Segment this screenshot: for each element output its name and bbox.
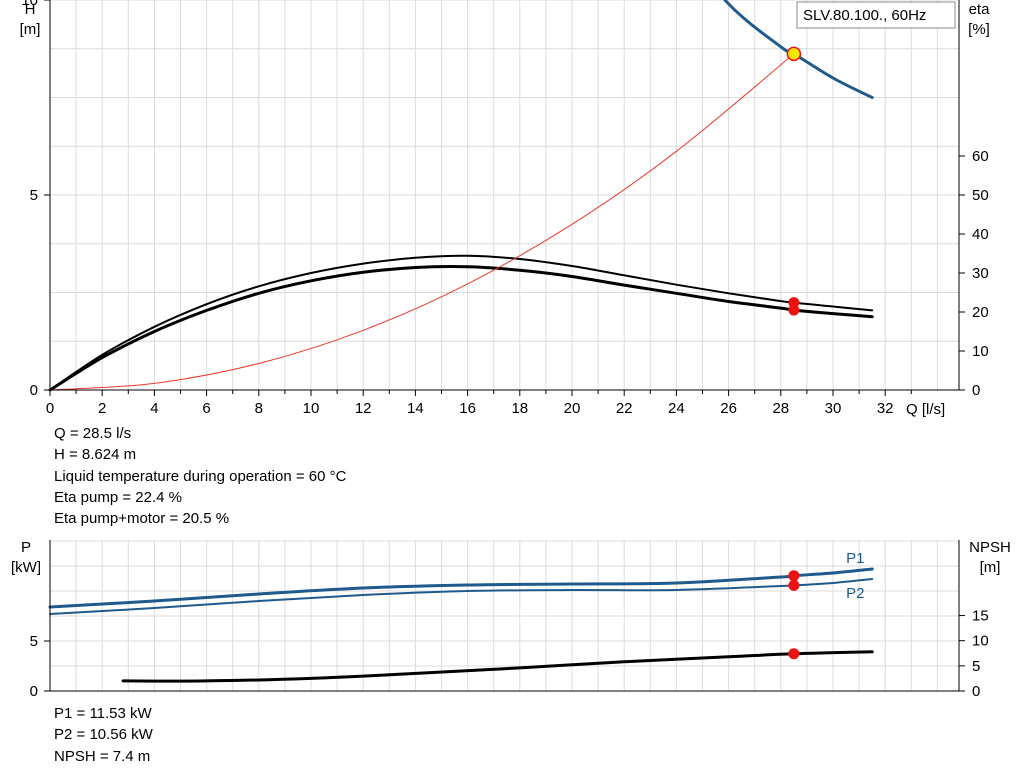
series-label-p1: P1: [846, 550, 864, 567]
x-tick-label: 32: [877, 400, 894, 417]
y-left-tick-label: 0: [30, 382, 38, 399]
top-chart-axes: 0246810121416182022242628303205101520253…: [21, 0, 989, 417]
info-eta-pump: Eta pump = 22.4 %: [54, 488, 182, 506]
duty-point-marker: [786, 46, 802, 62]
eta-pump-motor-marker: [788, 304, 800, 316]
top-chart-grid: [49, 0, 959, 391]
head-curve: [722, 0, 874, 99]
x-tick-label: 16: [459, 400, 476, 417]
y-left-label-name: H: [25, 1, 36, 18]
npsh-curve: [121, 650, 874, 683]
operating-point-info: Q = 28.5 l/s H = 8.624 m Liquid temperat…: [54, 423, 346, 529]
y-right-tick-label: 0: [972, 382, 980, 399]
x-tick-label: 30: [825, 400, 842, 417]
npsh-axis-label-unit: [m]: [980, 559, 1001, 576]
power-tick-label: 0: [30, 683, 38, 700]
p2-marker: [788, 579, 800, 591]
npsh-tick-label: 10: [972, 633, 989, 650]
npsh-tick-label: 0: [972, 683, 980, 700]
bottom-chart-axes: 0 5 0 5 10 15: [30, 540, 989, 700]
y-right-tick-label: 20: [972, 304, 989, 321]
x-tick-label: 26: [720, 400, 737, 417]
x-tick-label: 28: [772, 400, 789, 417]
x-tick-label: 12: [355, 400, 372, 417]
bottom-chart-markers: [788, 570, 800, 660]
y-right-tick-label: 30: [972, 265, 989, 282]
y-right-tick-label: 40: [972, 226, 989, 243]
npsh-marker: [788, 648, 800, 660]
power-tick-label: 5: [30, 633, 38, 650]
npsh-tick-label: 5: [972, 658, 980, 675]
y-left-label-unit: [m]: [20, 21, 41, 38]
system-curve: [49, 53, 795, 391]
x-tick-label: 0: [46, 400, 54, 417]
power-axis-label-name: P: [21, 539, 31, 556]
bottom-chart-grid: [49, 540, 959, 692]
x-tick-label: 22: [616, 400, 633, 417]
top-chart-series: [48, 0, 874, 392]
info-npsh: NPSH = 7.4 m: [54, 747, 151, 765]
info-p1: P1 = 11.53 kW: [54, 705, 152, 722]
x-tick-label: 2: [98, 400, 106, 417]
y-left-tick-label: 5: [30, 187, 38, 204]
chart-title-box: [796, 1, 956, 29]
eta-pump-curve: [49, 254, 874, 391]
y-right-tick-label: 10: [972, 343, 989, 360]
x-tick-label: 4: [150, 400, 158, 417]
info-p2: P2 = 10.56 kW: [54, 726, 153, 744]
power-axis-label-unit: [kW]: [11, 559, 41, 576]
info-head: H = 8.624 m: [54, 446, 137, 464]
series-label-p2: P2: [846, 585, 864, 602]
x-tick-label: 14: [407, 400, 424, 417]
x-tick-label: 20: [564, 400, 581, 417]
top-chart-markers: [786, 46, 802, 316]
npsh-tick-label: 15: [972, 608, 989, 625]
x-tick-label: 6: [202, 400, 210, 417]
x-tick-label: 24: [668, 400, 685, 417]
x-tick-label: 10: [303, 400, 320, 417]
y-right-tick-label: 60: [972, 148, 989, 165]
y-right-label-name: eta: [969, 1, 991, 18]
info-liquid-temperature: Liquid temperature during operation = 60…: [54, 467, 347, 485]
info-eta-pump-motor: Eta pump+motor = 20.5 %: [54, 510, 230, 528]
x-axis-label: Q [l/s]: [906, 401, 945, 418]
x-tick-label: 18: [511, 400, 528, 417]
info-flow: Q = 28.5 l/s: [54, 425, 132, 442]
npsh-axis-label-name: NPSH: [969, 539, 1011, 556]
y-left-tick-label: 10: [21, 0, 38, 9]
eta-pump-motor-curve: [48, 265, 874, 392]
x-tick-label: 8: [255, 400, 263, 417]
p1-marker: [788, 570, 800, 582]
y-right-label-unit: [%]: [968, 21, 990, 38]
chart-title: SLV.80.100., 60Hz: [803, 7, 926, 24]
power-info: P1 = 11.53 kW P2 = 10.56 kW NPSH = 7.4 m: [54, 703, 153, 767]
y-right-tick-label: 50: [972, 187, 989, 204]
